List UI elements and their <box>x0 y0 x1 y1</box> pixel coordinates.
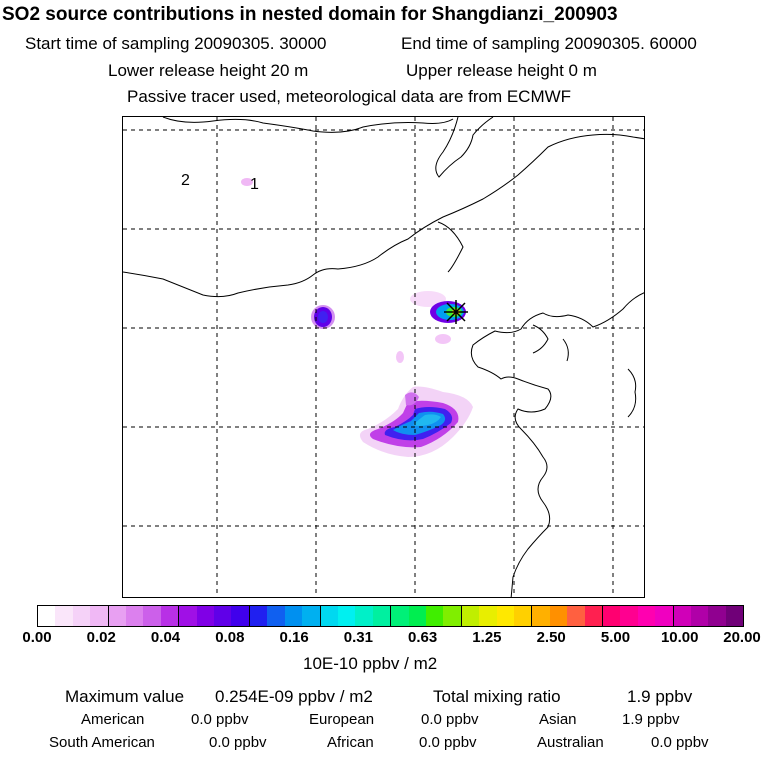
coastlines <box>123 117 644 597</box>
colorbar-tick-label: 2.50 <box>536 629 566 646</box>
region-african-name: African <box>327 734 374 751</box>
colorbar-segment <box>108 606 127 626</box>
colorbar-tick-label: 0.63 <box>408 629 438 646</box>
colorbar-tick-label: 0.08 <box>215 629 245 646</box>
end-time-label: End time of sampling 20090305. 60000 <box>401 34 697 53</box>
colorbar-segment <box>603 606 621 626</box>
colorbar-segment <box>673 606 692 626</box>
region-south-american-name: South American <box>49 734 155 751</box>
total-mixing-value: 1.9 ppbv <box>627 687 693 706</box>
region-asian-value: 1.9 ppbv <box>622 711 680 728</box>
colorbar-segment <box>284 606 303 626</box>
max-value: 0.254E-09 ppbv / m2 <box>215 687 373 706</box>
colorbar-segment <box>655 606 674 626</box>
colorbar-segment <box>355 606 373 626</box>
colorbar-segment <box>126 606 144 626</box>
max-value-label: Maximum value <box>65 687 185 706</box>
colorbar-tick-label: 5.00 <box>600 629 631 646</box>
colorbar-segment <box>479 606 497 626</box>
colorbar-segment <box>725 606 744 626</box>
receptor-cross-icon <box>444 300 468 324</box>
colorbar-tick-label: 0.31 <box>343 629 373 646</box>
plume-south <box>359 386 473 457</box>
map-canvas: 2 1 <box>123 117 644 597</box>
colorbar-segment <box>620 606 638 626</box>
tracer-info-label: Passive tracer used, meteorological data… <box>127 87 572 106</box>
colorbar-segment <box>637 606 656 626</box>
region-australian-name: Australian <box>537 734 604 751</box>
colorbar-segment <box>72 606 91 626</box>
colorbar-segment <box>532 606 550 626</box>
start-time-label: Start time of sampling 20090305. 30000 <box>25 34 327 53</box>
region-south-american-value: 0.0 ppbv <box>209 734 267 751</box>
region-label-1: 1 <box>250 176 259 193</box>
colorbar <box>37 605 744 627</box>
colorbar-segment <box>320 606 338 626</box>
region-american-name: American <box>81 711 145 728</box>
region-asian-name: Asian <box>539 711 577 728</box>
colorbar-segment <box>90 606 109 626</box>
graticule <box>123 117 644 597</box>
colorbar-segment <box>391 606 409 626</box>
colorbar-segment <box>214 606 232 626</box>
colorbar-segment <box>372 606 392 626</box>
map-panel: 2 1 <box>122 116 645 598</box>
colorbar-segment <box>179 606 197 626</box>
plume-north-puff <box>241 178 253 186</box>
colorbar-segment <box>461 606 480 626</box>
colorbar-segment <box>160 606 180 626</box>
colorbar-segment <box>567 606 585 626</box>
colorbar-segment <box>231 606 250 626</box>
region-american-value: 0.0 ppbv <box>191 711 249 728</box>
colorbar-segment <box>513 606 533 626</box>
colorbar-tick-label: 0.16 <box>279 629 309 646</box>
colorbar-segment <box>584 606 603 626</box>
colorbar-tick-label: 1.25 <box>472 629 502 646</box>
region-european-name: European <box>309 711 375 728</box>
colorbar-segment <box>691 606 709 626</box>
region-label-2: 2 <box>181 172 190 189</box>
colorbar-segment <box>38 606 56 626</box>
colorbar-segment <box>143 606 161 626</box>
plume-west <box>311 305 335 329</box>
colorbar-segment <box>55 606 73 626</box>
colorbar-segment <box>708 606 726 626</box>
colorbar-segment <box>443 606 462 626</box>
colorbar-segment <box>267 606 285 626</box>
colorbar-tick-label: 0.02 <box>86 629 116 646</box>
region-australian-value: 0.0 ppbv <box>651 734 709 751</box>
region-african-value: 0.0 ppbv <box>419 734 477 751</box>
page-title: SO2 source contributions in nested domai… <box>2 4 618 25</box>
colorbar-segment <box>549 606 568 626</box>
colorbar-tick-label: 10.00 <box>660 629 699 646</box>
colorbar-tick-label: 20.00 <box>723 629 761 646</box>
colorbar-segment <box>249 606 268 626</box>
colorbar-segment <box>496 606 514 626</box>
colorbar-tick-label: 0.00 <box>22 629 52 646</box>
colorbar-segment <box>408 606 426 626</box>
lower-release-label: Lower release height 20 m <box>108 61 309 80</box>
total-mixing-label: Total mixing ratio <box>433 687 561 706</box>
colorbar-unit: 10E-10 ppbv / m2 <box>303 654 438 673</box>
colorbar-segment <box>196 606 215 626</box>
upper-release-label: Upper release height 0 m <box>406 61 597 80</box>
colorbar-segment <box>425 606 444 626</box>
colorbar-tick-label: 0.04 <box>150 629 181 646</box>
colorbar-segment <box>302 606 321 626</box>
colorbar-segment <box>337 606 356 626</box>
region-european-value: 0.0 ppbv <box>421 711 479 728</box>
